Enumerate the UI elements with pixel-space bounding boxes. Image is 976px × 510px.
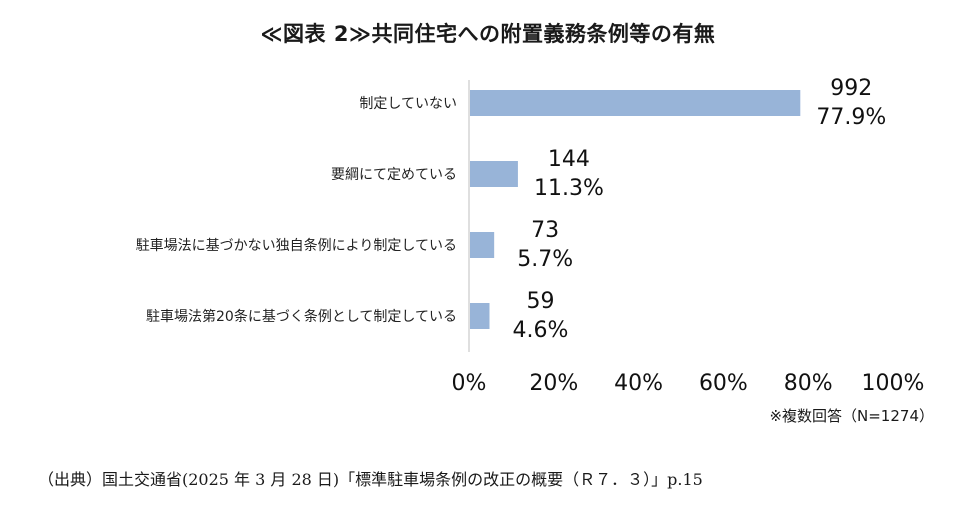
source-citation: （出典）国土交通省(2025 年 3 月 28 日)「標準駐車場条例の改正の概要…: [38, 470, 703, 489]
sample-note: ※複数回答（N=1274）: [769, 407, 934, 425]
percent-label: 5.7%: [517, 247, 573, 272]
count-label: 992: [830, 76, 872, 101]
percent-label: 77.9%: [816, 105, 886, 130]
x-tick-label: 60%: [699, 371, 748, 396]
x-tick-label: 40%: [614, 371, 663, 396]
x-tick-label: 100%: [862, 371, 925, 396]
count-label: 59: [527, 289, 555, 314]
category-label: 要綱にて定めている: [331, 167, 457, 183]
bar: [470, 303, 490, 329]
x-tick-label: 0%: [452, 371, 487, 396]
x-tick-label: 20%: [529, 371, 578, 396]
bar: [470, 90, 801, 116]
count-label: 144: [548, 147, 590, 172]
percent-label: 4.6%: [513, 318, 569, 343]
category-label: 駐車場法に基づかない独自条例により制定している: [136, 237, 457, 254]
percent-label: 11.3%: [534, 176, 604, 201]
category-label: 制定していない: [359, 96, 457, 112]
chart-title: ≪図表 2≫共同住宅への附置義務条例等の有無: [260, 22, 716, 46]
category-label: 駐車場法第20条に基づく条例として制定している: [146, 308, 457, 325]
bar: [470, 232, 495, 258]
bar: [470, 161, 518, 187]
count-label: 73: [531, 218, 559, 243]
x-tick-label: 80%: [784, 371, 833, 396]
